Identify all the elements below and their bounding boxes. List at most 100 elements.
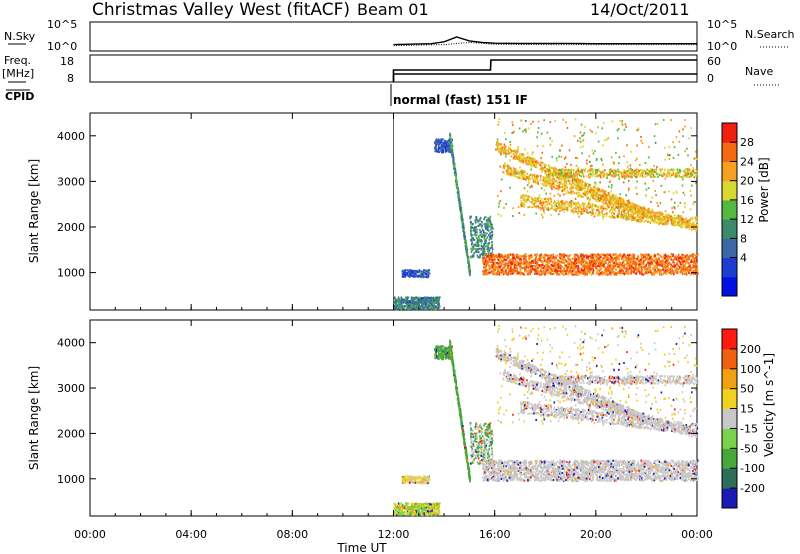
power-echo [662,265,664,268]
power-echo [406,301,409,303]
power-echo [452,151,454,154]
power-echo [515,156,517,159]
power-echo [592,254,594,257]
power-echo [604,255,607,258]
power-echo [630,258,633,261]
power-echo [612,270,614,273]
power-echo [613,262,615,265]
noise-left-tick-bottom: 10^0 [47,40,77,53]
power-echo [618,265,620,268]
power-echo [426,301,428,304]
power-echo [505,145,507,148]
power-echo [536,272,538,275]
power-echo [438,146,440,149]
power-echo [431,303,433,306]
power-echo [525,255,527,258]
power-echo [603,269,606,272]
power-echo [446,147,448,150]
power-echo [676,267,678,270]
power-echo [574,253,577,256]
power-echo [395,298,398,301]
power-echo [695,254,697,257]
power-echo [640,253,642,256]
power-echo [613,202,616,205]
power-echo [673,256,676,259]
power-echo [492,272,494,275]
power-echo [582,272,585,275]
power-echo [614,197,616,200]
power-echo [582,257,584,260]
power-echo [577,257,580,260]
power-echo [583,262,585,265]
power-echo [415,270,418,273]
power-echo [579,267,582,270]
power-echo [646,255,649,258]
power-echo [507,256,510,259]
power-echo [411,270,413,272]
power-echo [551,260,554,263]
power-echo [511,263,514,266]
power-echo [662,256,665,259]
power-echo [618,258,621,261]
power-echo [484,260,487,263]
power-echo [642,261,645,264]
power-echo [473,252,476,254]
power-echo [404,269,407,272]
power-echo [530,162,532,165]
power-echo [603,192,606,195]
power-echo [411,308,413,310]
power-echo [454,167,456,170]
power-echo [598,263,600,265]
power-echo [465,243,468,246]
power-echo [535,255,538,258]
power-echo [485,224,487,227]
power-echo [570,190,572,193]
power-echo [670,256,672,259]
power-echo [535,163,537,165]
power-echo [596,270,599,273]
power-echo [550,258,553,261]
power-echo [496,142,499,145]
power-echo [472,253,475,256]
power-echo [601,260,603,263]
power-echo [483,256,485,259]
power-echo [424,299,427,302]
power-echo [650,258,652,261]
power-echo [596,192,598,195]
power-echo [435,296,438,299]
power-echo [690,261,692,264]
power-echo [393,304,396,307]
power-echo [516,267,518,270]
power-echo [649,256,651,259]
power-echo [605,273,607,276]
power-echo [553,167,556,170]
power-echo [497,268,499,270]
power-echo [586,256,588,258]
power-echo [404,301,407,304]
power-echo [664,264,667,267]
power-echo [488,257,491,260]
power-echo [592,268,594,271]
power-echo [424,301,426,304]
power-echo [502,271,505,274]
power-echo [484,227,487,230]
power-echo [623,266,625,269]
power-echo [602,273,605,276]
power-echo [579,255,582,258]
power-echo [639,257,642,260]
power-echo [438,147,440,150]
power-echo [514,168,517,170]
power-echo [683,272,686,275]
power-echo [520,262,523,264]
power-echo [467,260,470,263]
power-echo [523,255,525,258]
power-echo [629,257,631,260]
power-echo [401,298,404,301]
power-echo [688,267,690,270]
power-echo [524,269,526,272]
power-echo [630,267,632,270]
power-echo [527,160,530,163]
power-echo [400,300,402,303]
power-echo [519,155,522,158]
power-echo [615,202,618,205]
